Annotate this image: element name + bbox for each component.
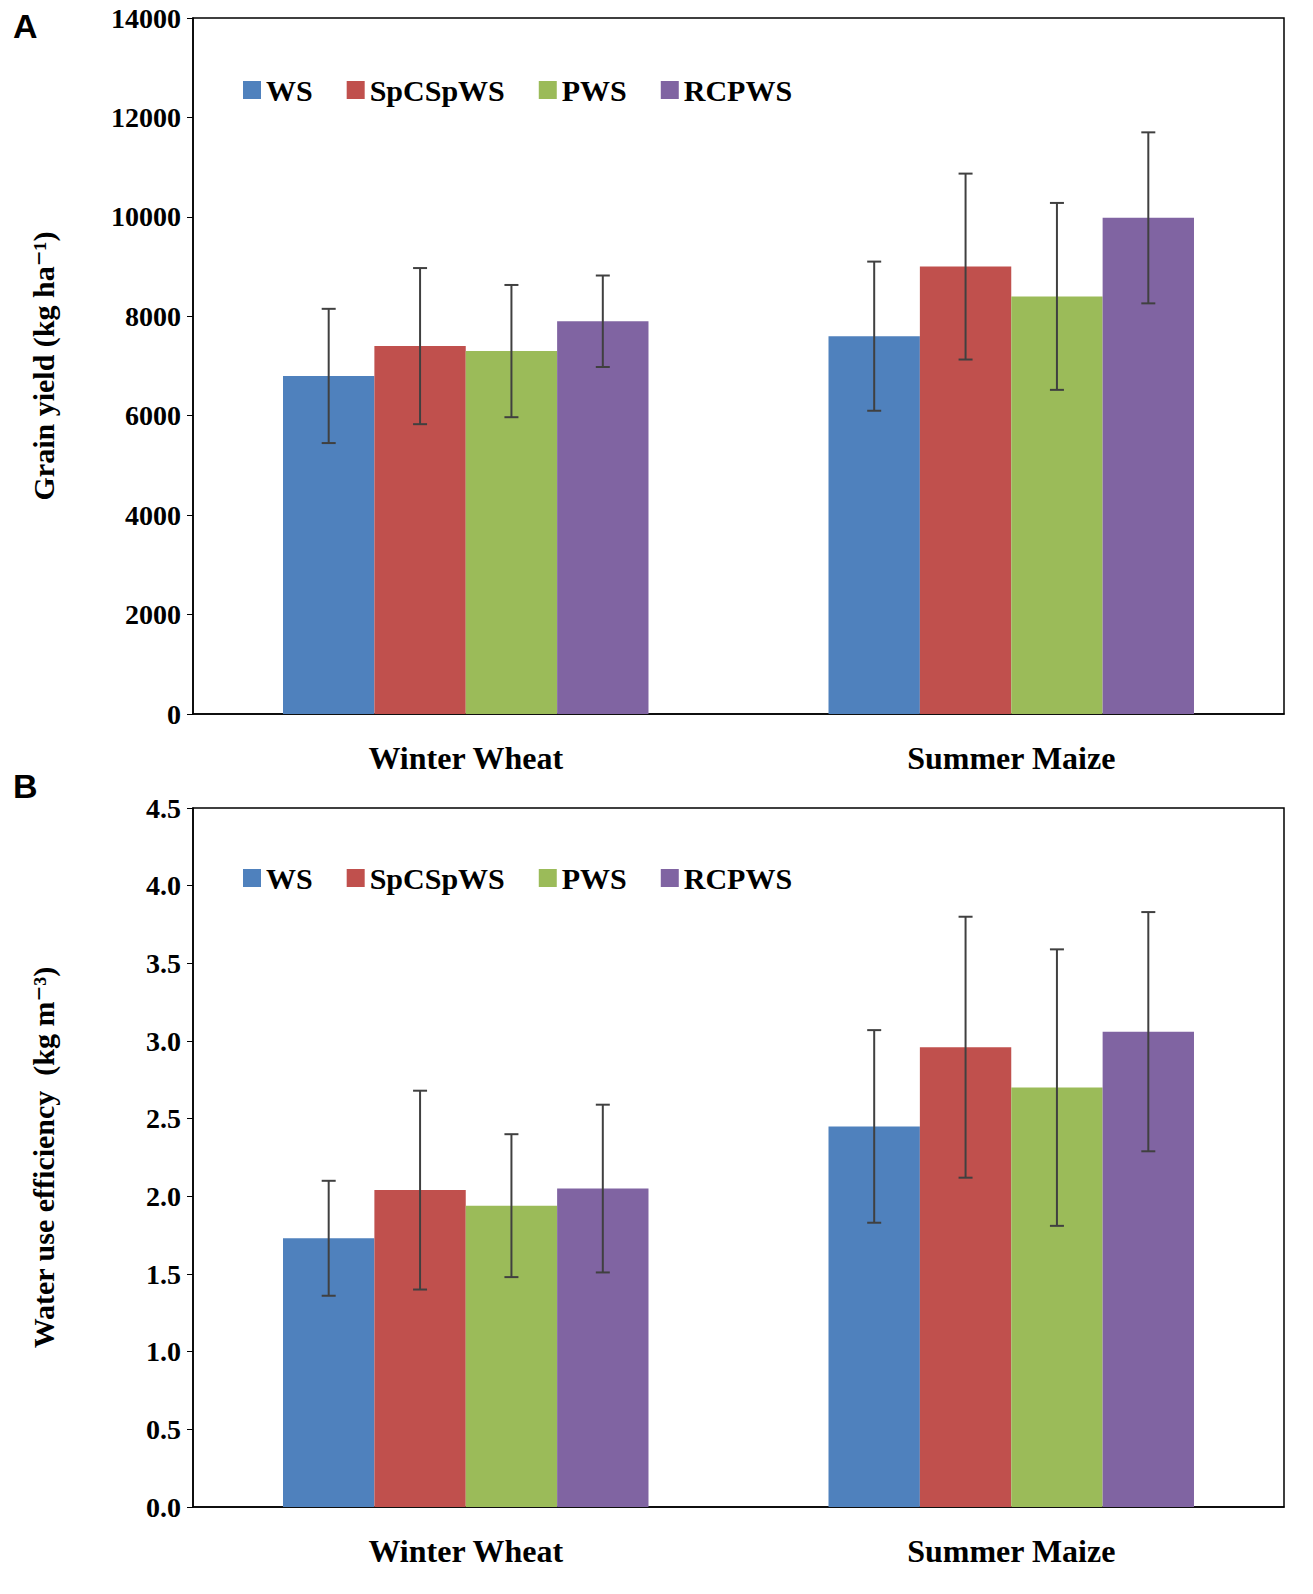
svg-text:WS: WS bbox=[266, 74, 313, 107]
svg-text:RCPWS: RCPWS bbox=[684, 74, 792, 107]
svg-text:4000: 4000 bbox=[125, 500, 181, 531]
svg-text:Summer Maize: Summer Maize bbox=[907, 1533, 1115, 1569]
svg-text:0: 0 bbox=[167, 699, 181, 730]
svg-text:3.5: 3.5 bbox=[146, 948, 181, 979]
svg-text:2000: 2000 bbox=[125, 599, 181, 630]
svg-text:SpCSpWS: SpCSpWS bbox=[370, 74, 505, 107]
svg-text:B: B bbox=[13, 767, 38, 805]
svg-text:8000: 8000 bbox=[125, 301, 181, 332]
svg-text:1.5: 1.5 bbox=[146, 1259, 181, 1290]
svg-text:4.0: 4.0 bbox=[146, 870, 181, 901]
svg-text:0.5: 0.5 bbox=[146, 1414, 181, 1445]
svg-text:2.0: 2.0 bbox=[146, 1181, 181, 1212]
svg-text:Summer Maize: Summer Maize bbox=[907, 740, 1115, 776]
svg-text:SpCSpWS: SpCSpWS bbox=[370, 862, 505, 895]
svg-text:4.5: 4.5 bbox=[146, 793, 181, 824]
svg-text:Winter Wheat: Winter Wheat bbox=[368, 1533, 563, 1569]
svg-text:12000: 12000 bbox=[111, 102, 181, 133]
svg-text:PWS: PWS bbox=[562, 74, 627, 107]
svg-text:3.0: 3.0 bbox=[146, 1026, 181, 1057]
svg-text:1.0: 1.0 bbox=[146, 1336, 181, 1367]
svg-text:14000: 14000 bbox=[111, 3, 181, 34]
svg-text:10000: 10000 bbox=[111, 201, 181, 232]
svg-text:A: A bbox=[13, 7, 38, 45]
svg-text:0.0: 0.0 bbox=[146, 1492, 181, 1523]
svg-text:Grain yield (kg ha⁻¹): Grain yield (kg ha⁻¹) bbox=[27, 231, 61, 500]
svg-text:2.5: 2.5 bbox=[146, 1103, 181, 1134]
svg-text:Winter Wheat: Winter Wheat bbox=[368, 740, 563, 776]
svg-text:PWS: PWS bbox=[562, 862, 627, 895]
svg-text:RCPWS: RCPWS bbox=[684, 862, 792, 895]
svg-text:WS: WS bbox=[266, 862, 313, 895]
svg-text:Water use efficiency (kg m⁻³): Water use efficiency (kg m⁻³) bbox=[27, 967, 61, 1349]
svg-text:6000: 6000 bbox=[125, 400, 181, 431]
